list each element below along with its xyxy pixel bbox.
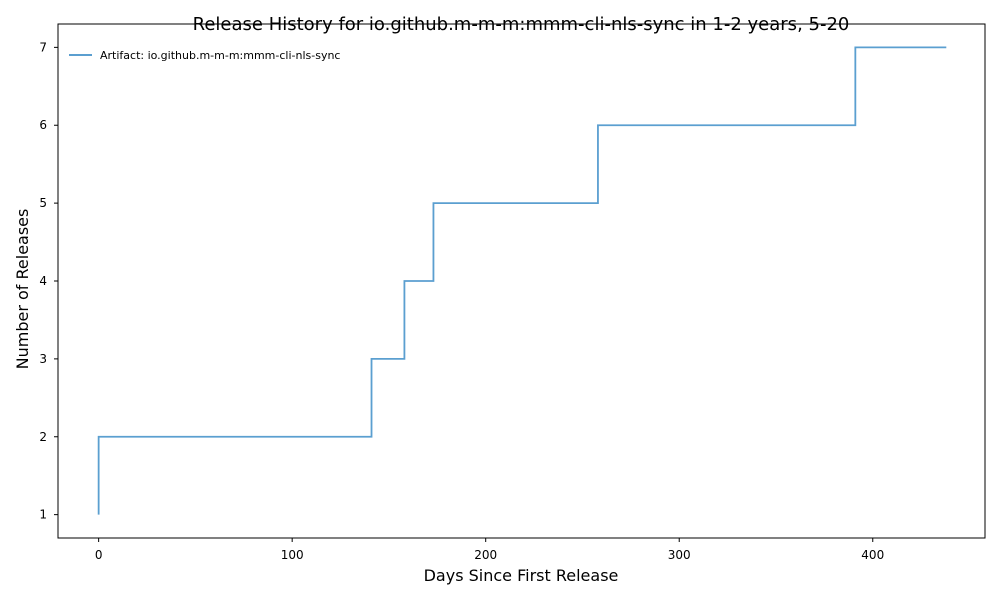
x-tick-label: 200 [474,548,497,562]
y-tick-label: 7 [39,40,47,54]
x-axis-ticks: 0 100 200 300 400 [95,538,884,562]
y-tick-label: 5 [39,196,47,210]
x-tick-label: 300 [668,548,691,562]
series-lines [97,46,947,515]
y-axis-label: Number of Releases [13,209,32,370]
y-axis-ticks: 1 2 3 4 5 6 7 [39,40,58,522]
y-tick-label: 1 [39,508,47,522]
series-line [97,46,947,515]
legend-label: Artifact: io.github.m-m-m:mmm-cli-nls-sy… [100,49,340,62]
legend: Artifact: io.github.m-m-m:mmm-cli-nls-sy… [69,49,340,62]
x-tick-label: 100 [281,548,304,562]
y-tick-label: 4 [39,274,47,288]
y-tick-label: 3 [39,352,47,366]
x-tick-label: 400 [861,548,884,562]
x-axis-label: Days Since First Release [424,566,619,585]
plot-area: 0 100 200 300 400 1 2 3 4 5 6 7 Artifact: io.githu… [39,23,986,562]
y-tick-label: 6 [39,118,47,132]
x-tick-label: 0 [95,548,103,562]
y-tick-label: 2 [39,430,47,444]
